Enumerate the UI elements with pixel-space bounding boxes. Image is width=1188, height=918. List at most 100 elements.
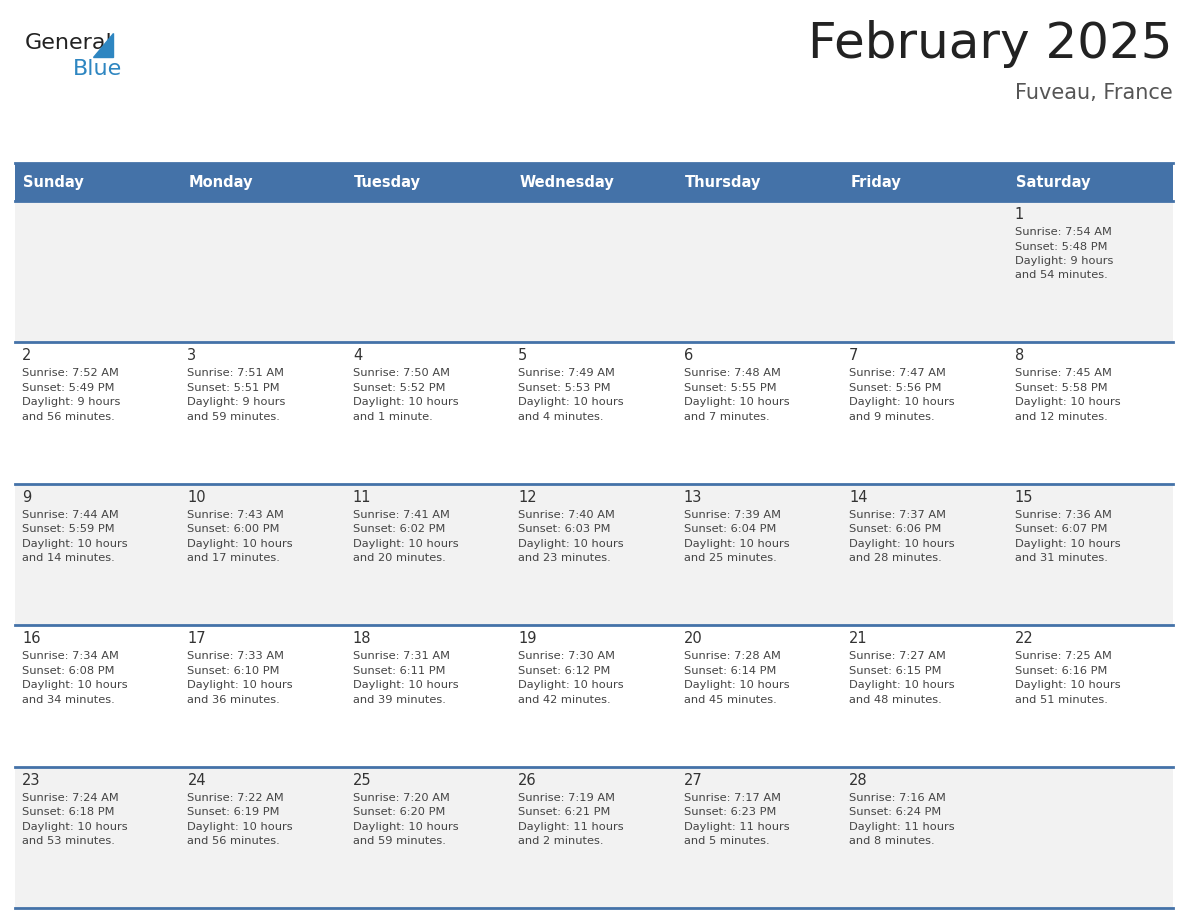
Text: Sunset: 6:00 PM: Sunset: 6:00 PM xyxy=(188,524,280,534)
Text: Sunrise: 7:17 AM: Sunrise: 7:17 AM xyxy=(684,792,781,802)
Text: 23: 23 xyxy=(23,773,40,788)
Text: Daylight: 10 hours: Daylight: 10 hours xyxy=(1015,539,1120,549)
Text: Daylight: 10 hours: Daylight: 10 hours xyxy=(353,397,459,408)
Bar xyxy=(677,163,842,201)
Text: and 48 minutes.: and 48 minutes. xyxy=(849,695,942,705)
Text: and 8 minutes.: and 8 minutes. xyxy=(849,836,935,846)
Text: 10: 10 xyxy=(188,490,206,505)
Text: and 59 minutes.: and 59 minutes. xyxy=(353,836,446,846)
Text: 3: 3 xyxy=(188,349,196,364)
Text: Sunset: 6:04 PM: Sunset: 6:04 PM xyxy=(684,524,776,534)
Text: and 12 minutes.: and 12 minutes. xyxy=(1015,412,1107,422)
Text: Wednesday: Wednesday xyxy=(519,174,614,189)
Text: Daylight: 10 hours: Daylight: 10 hours xyxy=(684,680,789,690)
Text: 21: 21 xyxy=(849,632,867,646)
Text: Sunrise: 7:50 AM: Sunrise: 7:50 AM xyxy=(353,368,450,378)
Text: Sunrise: 7:51 AM: Sunrise: 7:51 AM xyxy=(188,368,284,378)
Bar xyxy=(15,625,1173,767)
Bar xyxy=(1007,163,1173,201)
Text: and 45 minutes.: and 45 minutes. xyxy=(684,695,777,705)
Bar xyxy=(15,484,1173,625)
Text: Sunrise: 7:24 AM: Sunrise: 7:24 AM xyxy=(23,792,119,802)
Text: and 28 minutes.: and 28 minutes. xyxy=(849,554,942,564)
Text: Sunrise: 7:34 AM: Sunrise: 7:34 AM xyxy=(23,651,119,661)
Text: Sunrise: 7:43 AM: Sunrise: 7:43 AM xyxy=(188,509,284,520)
Text: Sunrise: 7:54 AM: Sunrise: 7:54 AM xyxy=(1015,227,1112,237)
Text: Sunrise: 7:52 AM: Sunrise: 7:52 AM xyxy=(23,368,119,378)
Text: Daylight: 10 hours: Daylight: 10 hours xyxy=(23,539,127,549)
Text: and 51 minutes.: and 51 minutes. xyxy=(1015,695,1107,705)
Text: Sunrise: 7:45 AM: Sunrise: 7:45 AM xyxy=(1015,368,1112,378)
Text: 22: 22 xyxy=(1015,632,1034,646)
Text: 17: 17 xyxy=(188,632,206,646)
Text: Sunrise: 7:36 AM: Sunrise: 7:36 AM xyxy=(1015,509,1112,520)
Text: Sunrise: 7:37 AM: Sunrise: 7:37 AM xyxy=(849,509,946,520)
Text: 14: 14 xyxy=(849,490,867,505)
Text: Sunset: 6:12 PM: Sunset: 6:12 PM xyxy=(518,666,611,676)
Text: and 36 minutes.: and 36 minutes. xyxy=(188,695,280,705)
Text: 5: 5 xyxy=(518,349,527,364)
Text: 18: 18 xyxy=(353,632,372,646)
Text: and 31 minutes.: and 31 minutes. xyxy=(1015,554,1107,564)
Text: Daylight: 10 hours: Daylight: 10 hours xyxy=(849,397,955,408)
Text: and 23 minutes.: and 23 minutes. xyxy=(518,554,611,564)
Text: Daylight: 10 hours: Daylight: 10 hours xyxy=(1015,397,1120,408)
Text: Sunrise: 7:27 AM: Sunrise: 7:27 AM xyxy=(849,651,946,661)
Text: Sunset: 6:14 PM: Sunset: 6:14 PM xyxy=(684,666,776,676)
Text: Monday: Monday xyxy=(189,174,253,189)
Text: Sunrise: 7:41 AM: Sunrise: 7:41 AM xyxy=(353,509,450,520)
Text: Daylight: 9 hours: Daylight: 9 hours xyxy=(1015,256,1113,266)
Text: Daylight: 11 hours: Daylight: 11 hours xyxy=(684,822,789,832)
Text: 2: 2 xyxy=(23,349,31,364)
Text: 15: 15 xyxy=(1015,490,1034,505)
Text: 12: 12 xyxy=(518,490,537,505)
Text: Sunrise: 7:30 AM: Sunrise: 7:30 AM xyxy=(518,651,615,661)
Text: 4: 4 xyxy=(353,349,362,364)
Text: Sunset: 5:48 PM: Sunset: 5:48 PM xyxy=(1015,241,1107,252)
Text: Sunset: 6:10 PM: Sunset: 6:10 PM xyxy=(188,666,280,676)
Polygon shape xyxy=(93,33,113,57)
Text: Daylight: 10 hours: Daylight: 10 hours xyxy=(23,822,127,832)
Bar xyxy=(15,163,181,201)
Text: February 2025: February 2025 xyxy=(809,20,1173,68)
Text: 11: 11 xyxy=(353,490,372,505)
Bar xyxy=(511,163,677,201)
Text: Sunset: 6:21 PM: Sunset: 6:21 PM xyxy=(518,807,611,817)
Text: and 2 minutes.: and 2 minutes. xyxy=(518,836,604,846)
Text: and 39 minutes.: and 39 minutes. xyxy=(353,695,446,705)
Text: Sunrise: 7:20 AM: Sunrise: 7:20 AM xyxy=(353,792,450,802)
Text: 7: 7 xyxy=(849,349,859,364)
Text: Sunset: 5:51 PM: Sunset: 5:51 PM xyxy=(188,383,280,393)
Text: 19: 19 xyxy=(518,632,537,646)
Text: and 54 minutes.: and 54 minutes. xyxy=(1015,271,1107,281)
Text: Daylight: 10 hours: Daylight: 10 hours xyxy=(353,822,459,832)
Text: Daylight: 10 hours: Daylight: 10 hours xyxy=(684,539,789,549)
Text: Daylight: 10 hours: Daylight: 10 hours xyxy=(518,680,624,690)
Text: Daylight: 10 hours: Daylight: 10 hours xyxy=(684,397,789,408)
Text: Saturday: Saturday xyxy=(1016,174,1091,189)
Text: Sunrise: 7:19 AM: Sunrise: 7:19 AM xyxy=(518,792,615,802)
Text: 20: 20 xyxy=(684,632,702,646)
Text: 1: 1 xyxy=(1015,207,1024,222)
Text: and 4 minutes.: and 4 minutes. xyxy=(518,412,604,422)
Text: 6: 6 xyxy=(684,349,693,364)
Text: 26: 26 xyxy=(518,773,537,788)
Text: and 56 minutes.: and 56 minutes. xyxy=(23,412,115,422)
Text: Sunset: 6:06 PM: Sunset: 6:06 PM xyxy=(849,524,942,534)
Text: and 1 minute.: and 1 minute. xyxy=(353,412,432,422)
Text: Sunset: 5:52 PM: Sunset: 5:52 PM xyxy=(353,383,446,393)
Text: Thursday: Thursday xyxy=(684,174,762,189)
Text: Daylight: 10 hours: Daylight: 10 hours xyxy=(849,539,955,549)
Text: Daylight: 10 hours: Daylight: 10 hours xyxy=(188,539,293,549)
Text: Tuesday: Tuesday xyxy=(354,174,421,189)
Text: Sunset: 6:20 PM: Sunset: 6:20 PM xyxy=(353,807,446,817)
Text: Friday: Friday xyxy=(851,174,901,189)
Text: Sunday: Sunday xyxy=(23,174,83,189)
Text: Sunrise: 7:39 AM: Sunrise: 7:39 AM xyxy=(684,509,781,520)
Text: and 17 minutes.: and 17 minutes. xyxy=(188,554,280,564)
Text: Sunset: 5:59 PM: Sunset: 5:59 PM xyxy=(23,524,114,534)
Text: Sunset: 6:19 PM: Sunset: 6:19 PM xyxy=(188,807,280,817)
Text: Daylight: 10 hours: Daylight: 10 hours xyxy=(1015,680,1120,690)
Text: Daylight: 10 hours: Daylight: 10 hours xyxy=(188,680,293,690)
Text: Sunrise: 7:25 AM: Sunrise: 7:25 AM xyxy=(1015,651,1112,661)
